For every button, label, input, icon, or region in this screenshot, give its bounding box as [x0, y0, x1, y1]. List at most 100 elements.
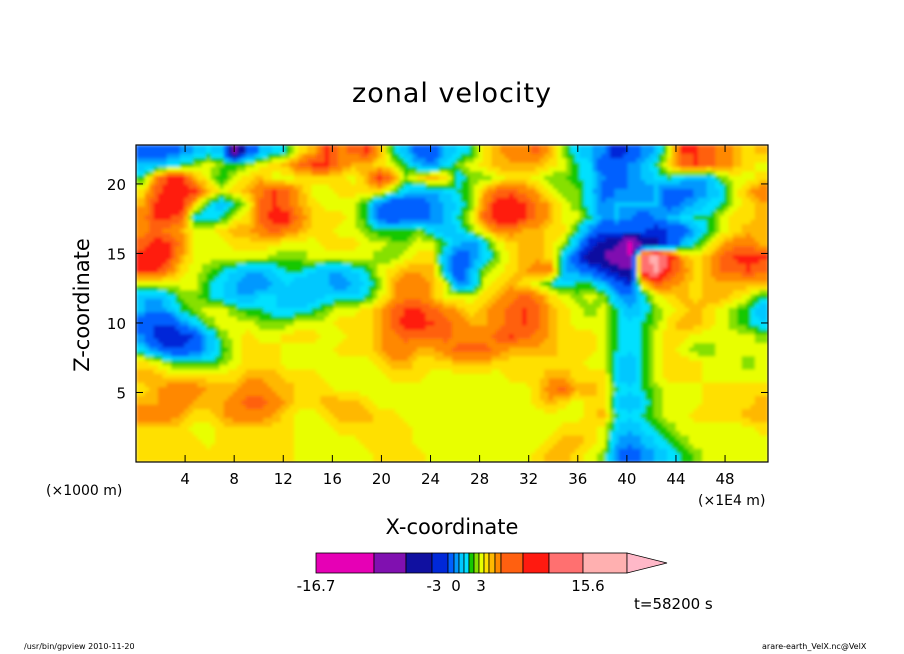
- field-cell: [254, 206, 260, 212]
- field-cell: [482, 149, 488, 155]
- field-cell: [544, 277, 550, 283]
- field-cell: [232, 189, 238, 195]
- field-cell: [653, 180, 659, 186]
- field-cell: [184, 215, 190, 221]
- field-cell: [759, 197, 765, 203]
- field-cell: [223, 167, 229, 173]
- field-cell: [706, 162, 712, 168]
- field-cell: [487, 206, 493, 212]
- field-cell: [570, 263, 576, 269]
- field-cell: [675, 197, 681, 203]
- field-cell: [526, 219, 532, 225]
- field-cell: [671, 281, 677, 287]
- field-cell: [706, 197, 712, 203]
- field-cell: [671, 219, 677, 225]
- field-cell: [368, 233, 374, 239]
- field-cell: [684, 219, 690, 225]
- field-cell: [539, 184, 545, 190]
- field-cell: [456, 193, 462, 199]
- field-cell: [610, 285, 615, 291]
- field-cell: [351, 162, 357, 168]
- field-cell: [337, 180, 343, 186]
- field-cell: [596, 219, 602, 225]
- field-cell: [236, 153, 242, 159]
- field-cell: [671, 184, 677, 190]
- field-cell: [307, 272, 313, 278]
- field-cell: [460, 219, 466, 225]
- field-cell: [368, 246, 374, 252]
- field-cell: [162, 268, 168, 274]
- field-cell: [438, 149, 444, 155]
- field-cell: [443, 228, 449, 234]
- field-cell: [166, 197, 172, 203]
- field-cell: [513, 259, 519, 265]
- field-cell: [482, 175, 488, 181]
- field-cell: [601, 233, 607, 239]
- field-cell: [425, 277, 431, 283]
- field-cell: [715, 167, 721, 173]
- field-cell: [390, 268, 396, 274]
- field-cell: [680, 193, 686, 199]
- field-cell: [162, 202, 168, 208]
- field-cell: [544, 224, 550, 230]
- field-cell: [324, 233, 330, 239]
- field-cell: [531, 211, 536, 217]
- field-cell: [662, 277, 668, 283]
- field-cell: [285, 263, 291, 269]
- field-cell: [693, 158, 699, 164]
- field-cell: [596, 175, 602, 181]
- field-cell: [298, 162, 304, 168]
- field-cell: [320, 255, 326, 261]
- field-cell: [697, 211, 703, 217]
- field-cell: [631, 153, 637, 159]
- field-cell: [658, 255, 664, 261]
- field-cell: [342, 206, 348, 212]
- field-cell: [715, 211, 721, 217]
- field-cell: [302, 171, 308, 177]
- field-cell: [627, 237, 633, 243]
- field-cell: [430, 197, 436, 203]
- field-cell: [535, 263, 541, 269]
- field-cell: [631, 184, 637, 190]
- field-cell: [473, 193, 479, 199]
- field-cell: [491, 285, 497, 291]
- field-cell: [144, 290, 150, 296]
- field-cell: [724, 228, 730, 234]
- field-cell: [333, 255, 339, 261]
- field-cell: [307, 171, 313, 177]
- field-cell: [724, 215, 730, 221]
- field-cell: [403, 281, 409, 287]
- field-cell: [623, 158, 629, 164]
- field-cell: [517, 237, 523, 243]
- field-cell: [522, 277, 528, 283]
- field-cell: [171, 180, 177, 186]
- field-cell: [531, 259, 536, 265]
- field-cell: [294, 290, 299, 296]
- field-cell: [684, 272, 690, 278]
- field-cell: [359, 263, 365, 269]
- field-cell: [302, 246, 308, 252]
- field-cell: [337, 145, 343, 150]
- field-cell: [684, 246, 690, 252]
- field-cell: [671, 145, 677, 150]
- field-cell: [197, 180, 203, 186]
- field-cell: [228, 211, 234, 217]
- field-cell: [263, 272, 269, 278]
- field-cell: [368, 215, 374, 221]
- field-cell: [403, 149, 409, 155]
- field-cell: [465, 202, 471, 208]
- field-cell: [662, 224, 668, 230]
- field-cell: [373, 175, 378, 181]
- field-cell: [386, 255, 392, 261]
- field-cell: [631, 211, 637, 217]
- field-cell: [689, 255, 694, 261]
- field-cell: [368, 162, 374, 168]
- field-cell: [627, 158, 633, 164]
- field-cell: [592, 180, 598, 186]
- field-cell: [412, 250, 418, 256]
- field-cell: [289, 206, 295, 212]
- field-cell: [254, 158, 260, 164]
- field-cell: [355, 215, 361, 221]
- field-cell: [399, 184, 405, 190]
- field-cell: [215, 171, 220, 177]
